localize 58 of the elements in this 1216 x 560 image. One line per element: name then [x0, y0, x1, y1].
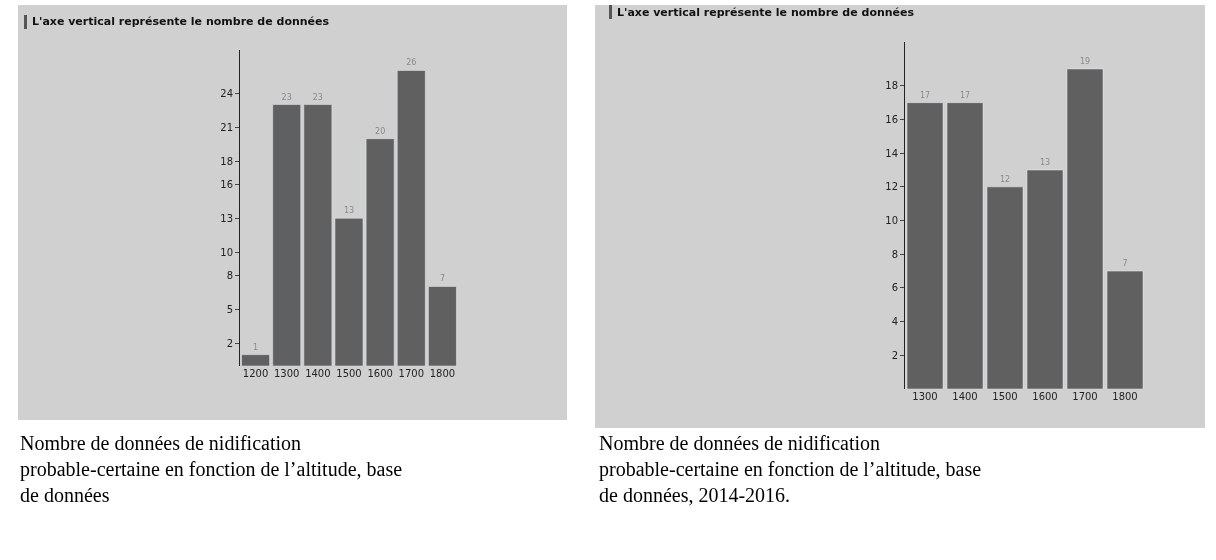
y-tick-label: 5: [226, 303, 233, 315]
data-label: 23: [312, 92, 323, 102]
x-tick-label: 1500: [336, 368, 362, 379]
text: Nombre de données de nidification probable-certaine en fonction de l’altitude, base de données: [20, 432, 403, 506]
bar: [272, 104, 301, 366]
data-label: 26: [406, 58, 417, 68]
data-label: 23: [281, 92, 292, 102]
bar: [1106, 270, 1144, 389]
data-label: 19: [1079, 56, 1091, 66]
chart-title: L'axe vertical représente le nombre de données: [32, 15, 330, 28]
data-label: 17: [959, 90, 971, 100]
y-tick-label: 21: [220, 121, 233, 133]
x-tick-label: 1800: [1112, 391, 1138, 402]
x-tick-label: 1800: [429, 368, 456, 379]
y-tick-label: 18: [220, 155, 233, 167]
data-label: 7: [1122, 259, 1128, 269]
bar: [428, 286, 457, 366]
y-tick-label: 16: [220, 178, 233, 190]
y-tick-label: 2: [226, 337, 233, 349]
data-label: 12: [999, 174, 1011, 184]
x-tick-label: 1700: [1072, 391, 1098, 402]
x-tick-label: 1600: [367, 368, 393, 379]
bar: [906, 102, 944, 389]
y-tick-label: 12: [885, 181, 898, 193]
x-tick-label: 1300: [912, 391, 938, 402]
x-tick-label: 1400: [305, 368, 331, 379]
text: Nombre de données de nidification probable-certaine en fonction de l’altitude, base de données, 2014-2016.: [599, 432, 982, 506]
bar: [1066, 68, 1104, 389]
x-tick-label: 1400: [952, 391, 978, 402]
y-tick-label: 8: [226, 269, 233, 281]
x-tick-label: 1600: [1032, 391, 1058, 402]
bar: [397, 70, 426, 366]
y-tick-label: 16: [885, 113, 898, 125]
y-tick-label: 18: [885, 80, 898, 92]
data-label: 7: [439, 274, 445, 284]
y-tick-label: 14: [885, 147, 898, 159]
x-tick-label: 1200: [242, 368, 269, 379]
bar: [1026, 169, 1064, 389]
y-tick-label: 2: [891, 349, 898, 361]
y-tick-label: 13: [220, 212, 233, 224]
y-tick-label: 4: [891, 316, 898, 328]
y-tick-label: 10: [220, 246, 233, 258]
x-tick-label: 1500: [992, 391, 1018, 402]
data-label: 1: [253, 342, 259, 352]
bar: [946, 102, 984, 389]
y-tick-label: 24: [220, 87, 233, 99]
y-tick-label: 10: [885, 215, 898, 227]
bar: [241, 354, 270, 366]
y-tick-label: 8: [891, 248, 898, 260]
y-tick-label: 6: [891, 282, 898, 294]
x-tick-label: 1300: [273, 368, 300, 379]
bar: [986, 186, 1024, 389]
x-tick-label: 1700: [398, 368, 425, 379]
text: L'axe vertical représente le nombre de données: [617, 6, 915, 19]
data-label: 13: [1039, 158, 1051, 168]
data-label: 13: [343, 206, 355, 216]
data-label: 20: [375, 126, 386, 136]
data-label: 17: [919, 90, 931, 100]
